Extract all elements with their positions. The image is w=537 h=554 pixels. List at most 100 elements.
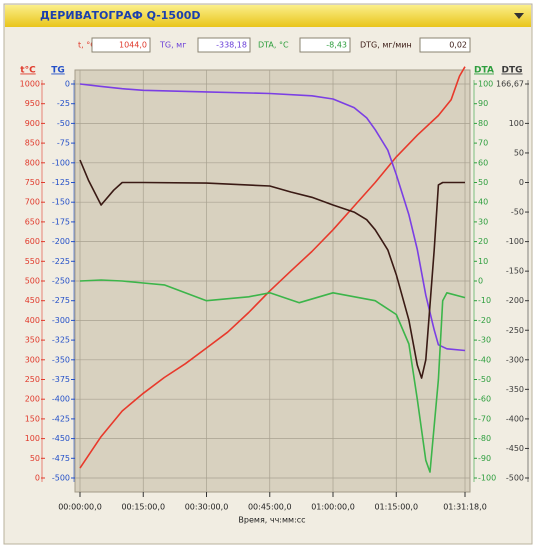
y-tick-label: 350 — [25, 336, 40, 345]
x-tick-label: 01:00:00,0 — [311, 503, 355, 512]
axis-title: TG — [51, 66, 65, 76]
y-tick-label: -40 — [478, 355, 491, 364]
y-tick-label: 100 — [478, 80, 493, 89]
readout-box — [197, 37, 251, 53]
y-tick-label: 750 — [25, 178, 40, 187]
x-tick-label: 00:30:00,0 — [185, 503, 229, 512]
y-tick-label: -25 — [57, 99, 70, 108]
y-tick-label: -250 — [506, 326, 524, 335]
y-tick-label: 60 — [478, 158, 488, 167]
x-tick-label: 00:45:00,0 — [248, 503, 292, 512]
x-tick-label: 00:00:00,0 — [58, 503, 102, 512]
readout-box — [419, 37, 471, 53]
readout-box — [299, 37, 351, 53]
readout-box — [91, 37, 151, 53]
y-tick-label: 250 — [25, 375, 40, 384]
y-tick-label: 0 — [519, 178, 524, 187]
dropdown-arrow[interactable] — [514, 13, 524, 19]
y-tick-label: 400 — [25, 316, 40, 325]
y-tick-label: -300 — [52, 316, 70, 325]
x-tick-label: 00:15:00,0 — [121, 503, 165, 512]
readout-value: -338,18 — [216, 41, 247, 50]
readout-row: t, °C 1044,0 TG, мг -338,18 DTA, °C -8,43 DTG,… — [78, 37, 471, 53]
y-tick-label: 20 — [478, 237, 488, 246]
y-tick-label: -50 — [511, 208, 524, 217]
window-title: ДЕРИВАТОГРАФ Q-1500D — [40, 9, 201, 22]
readout-label: DTG, мг/мин — [360, 41, 412, 50]
y-tick-label: -475 — [52, 454, 70, 463]
y-tick-label: 650 — [25, 217, 40, 226]
y-tick-label: 100 — [25, 434, 40, 443]
axis-title: DTG — [502, 66, 523, 76]
y-tick-label: 900 — [25, 119, 40, 128]
y-tick-label: -80 — [478, 434, 491, 443]
plot: 00:00:00,0 00:15:00,0 00:30:00,0 00:45:00,0… — [20, 66, 529, 525]
y-tick-label: -350 — [506, 385, 524, 394]
y-tick-label: 850 — [25, 139, 40, 148]
x-tick-label: 01:31:18,0 — [443, 503, 487, 512]
y-tick-label: -150 — [506, 267, 524, 276]
series-line — [79, 83, 466, 352]
x-tick-label: 01:15:00,0 — [374, 503, 418, 512]
series-line — [79, 279, 466, 473]
y-tick-label: -400 — [506, 414, 524, 423]
y-tick-label: -70 — [478, 414, 491, 423]
y-tick-label: 300 — [25, 355, 40, 364]
y-tick-label: 500 — [25, 277, 40, 286]
y-tick-label: 0 — [35, 474, 40, 483]
y-tick-label: -275 — [52, 296, 70, 305]
y-tick-label: 550 — [25, 257, 40, 266]
y-tick-label: 600 — [25, 237, 40, 246]
y-tick-label: -30 — [478, 336, 491, 345]
axis-title: DTA — [474, 66, 494, 76]
y-tick-label: -75 — [57, 139, 70, 148]
y-tick-label: 800 — [25, 158, 40, 167]
y-tick-label: -450 — [52, 434, 70, 443]
y-tick-label: 450 — [25, 296, 40, 305]
y-tick-label: -125 — [52, 178, 70, 187]
readout-value: 1044,0 — [119, 41, 147, 50]
y-tick-label: 700 — [25, 198, 40, 207]
y-tick-label: 0 — [478, 277, 483, 286]
y-tick-label: 40 — [478, 198, 488, 207]
y-tick-label: -200 — [506, 296, 524, 305]
readout-label: TG, мг — [159, 41, 186, 50]
y-tick-label: -425 — [52, 414, 70, 423]
y-tick-label: -450 — [506, 444, 524, 453]
y-tick-label: 166,67 — [496, 80, 524, 89]
y-tick-label: -375 — [52, 375, 70, 384]
y-tick-label: -400 — [52, 395, 70, 404]
y-tick-label: 0 — [65, 80, 70, 89]
y-tick-label: -20 — [478, 316, 491, 325]
y-tick-label: 150 — [25, 414, 40, 423]
y-tick-label: 50 — [30, 454, 40, 463]
y-tick-label: -100 — [506, 237, 524, 246]
y-tick-label: 200 — [25, 395, 40, 404]
y-tick-label: -50 — [57, 119, 70, 128]
y-tick-label: 30 — [478, 217, 488, 226]
y-tick-label: -50 — [478, 375, 491, 384]
y-tick-label: 1000 — [20, 80, 40, 89]
axis-title: t°C — [20, 66, 36, 76]
y-tick-label: -60 — [478, 395, 491, 404]
y-tick-label: -10 — [478, 296, 491, 305]
y-tick-label: -200 — [52, 237, 70, 246]
y-tick-label: -150 — [52, 198, 70, 207]
y-tick-label: 950 — [25, 99, 40, 108]
y-tick-label: -225 — [52, 257, 70, 266]
y-tick-label: -300 — [506, 355, 524, 364]
y-tick-label: -100 — [478, 474, 496, 483]
y-tick-label: -500 — [506, 474, 524, 483]
y-tick-label: -500 — [52, 474, 70, 483]
y-tick-label: -90 — [478, 454, 491, 463]
series-line — [79, 66, 466, 469]
y-tick-label: 100 — [509, 119, 524, 128]
readout-label: t, °C — [78, 41, 96, 50]
title-bar — [5, 5, 531, 27]
x-axis-label: Время, чч:мм:сс — [238, 516, 305, 525]
y-tick-label: 10 — [478, 257, 488, 266]
y-tick-label: -350 — [52, 355, 70, 364]
readout-value: 0,02 — [449, 41, 467, 50]
y-tick-label: 90 — [478, 99, 488, 108]
